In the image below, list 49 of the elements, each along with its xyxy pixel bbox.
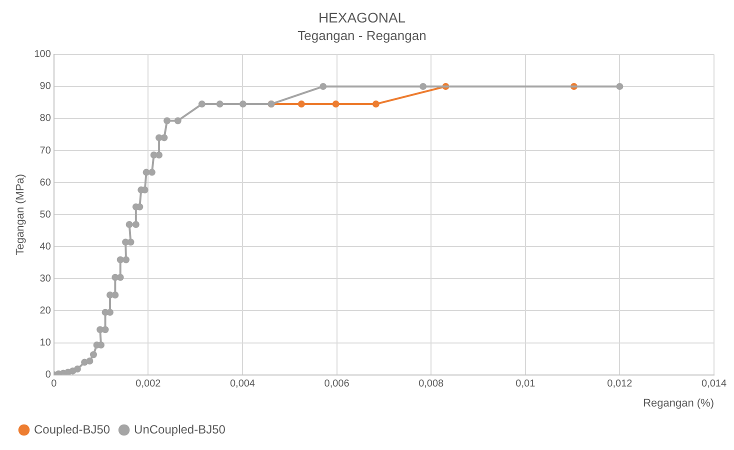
- y-axis-title: Tegangan (MPa): [14, 174, 27, 256]
- point: [102, 326, 109, 334]
- x-tick-label: 0,004: [230, 378, 256, 390]
- x-axis-title: Regangan (%): [643, 397, 714, 410]
- point: [116, 274, 124, 281]
- point: [372, 100, 380, 108]
- chart-subtitle: Tegangan - Regangan: [298, 28, 426, 44]
- point: [132, 221, 140, 228]
- point: [126, 221, 133, 228]
- y-tick-label: 40: [40, 241, 52, 252]
- y-tick-label: 90: [40, 81, 52, 92]
- point: [320, 82, 327, 90]
- chart-title: HEXAGONAL: [318, 9, 406, 26]
- point: [148, 168, 156, 176]
- x-tick-label: 0,008: [418, 378, 444, 390]
- x-tick-label: 0,012: [607, 378, 633, 390]
- point: [239, 100, 246, 108]
- y-tick-label: 30: [40, 273, 52, 284]
- point: [98, 342, 105, 349]
- point: [216, 100, 224, 108]
- legend-label: UnCoupled-BJ50: [134, 422, 226, 436]
- point: [156, 152, 163, 159]
- y-tick-label: 80: [40, 113, 52, 124]
- x-tick-label: 0,002: [136, 378, 162, 390]
- y-tick-label: 20: [40, 305, 52, 316]
- point: [122, 256, 130, 264]
- point: [164, 117, 171, 124]
- point: [74, 366, 81, 373]
- x-tick-label: 0,014: [701, 378, 727, 390]
- y-tick-label: 10: [40, 338, 52, 349]
- y-tick-label: 50: [40, 209, 52, 220]
- legend-label: Coupled-BJ50: [34, 422, 110, 436]
- y-tick-label: 100: [34, 49, 52, 60]
- y-tick-label: 0: [45, 370, 52, 381]
- point: [112, 292, 119, 299]
- y-tick-label: 60: [40, 177, 52, 188]
- point: [90, 351, 97, 358]
- x-tick-label: 0,01: [516, 378, 536, 390]
- point: [198, 100, 206, 108]
- point: [127, 238, 134, 246]
- point: [332, 100, 340, 108]
- x-tick-label: 0,006: [324, 378, 350, 390]
- point: [298, 100, 305, 108]
- y-tick-label: 70: [40, 145, 52, 156]
- point: [174, 117, 182, 124]
- point: [616, 82, 624, 90]
- point: [420, 82, 427, 90]
- point: [86, 358, 94, 365]
- point: [160, 134, 168, 142]
